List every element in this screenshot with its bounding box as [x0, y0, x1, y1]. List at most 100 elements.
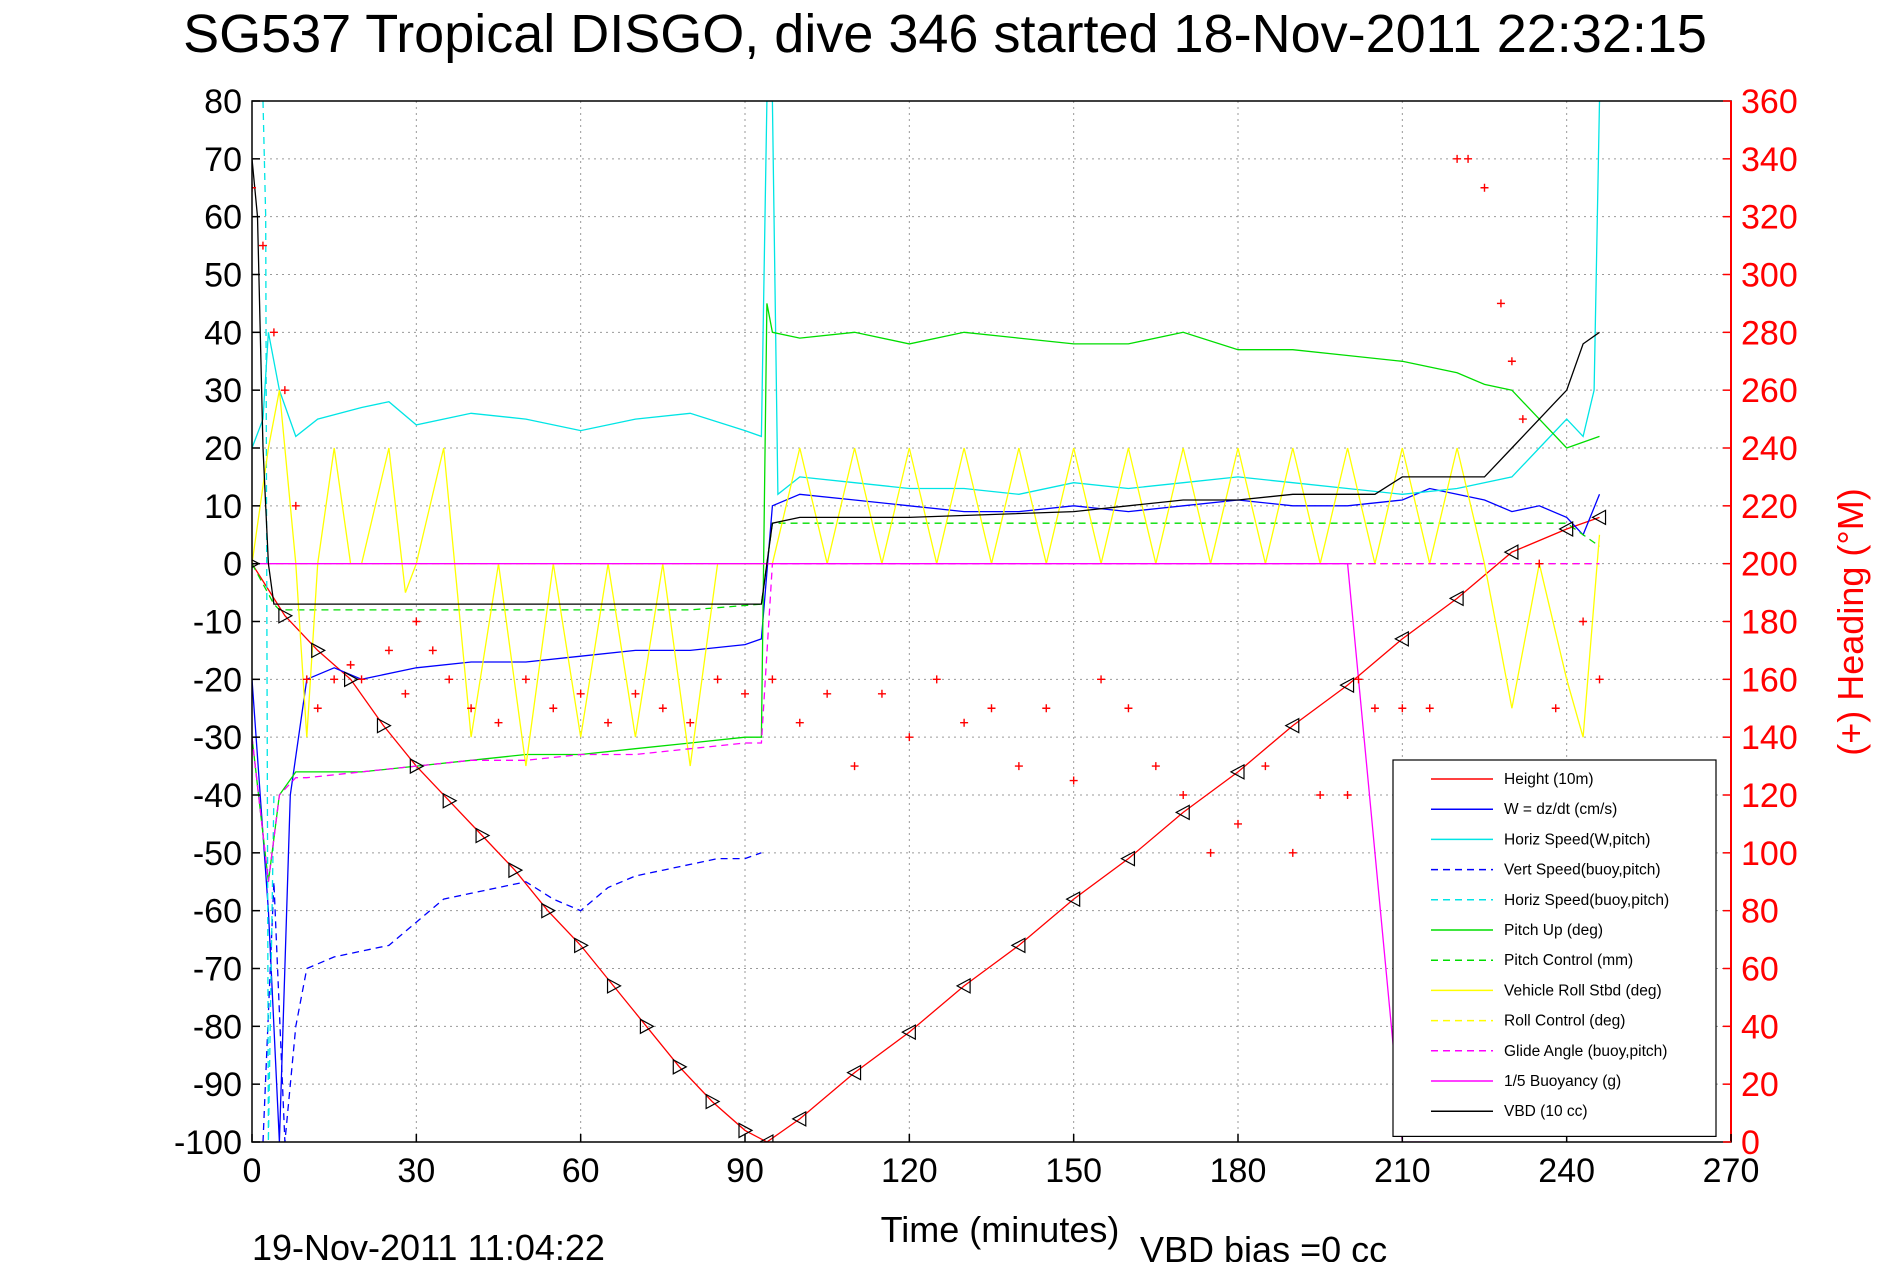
y-tick-label: -80: [193, 1008, 242, 1046]
depth-marker: [1065, 891, 1081, 908]
right-tick-label: 80: [1741, 893, 1779, 931]
depth-marker: [1558, 520, 1574, 537]
x-tick-label: 120: [881, 1152, 938, 1190]
heading-point: [280, 386, 289, 395]
heading-point: [1097, 675, 1106, 684]
depth-marker: [574, 937, 589, 954]
legend-entry: Horiz Speed(W,pitch): [1504, 831, 1650, 848]
heading-point: [1496, 299, 1505, 308]
heading-point: [467, 704, 476, 713]
heading-point: [1234, 819, 1242, 828]
depth-marker: [442, 792, 458, 809]
series-vehicle-roll-stbd-deg: [252, 390, 1601, 767]
depth-marker: [1284, 717, 1300, 734]
depth-marker: [955, 977, 971, 994]
heading-point: [604, 718, 613, 727]
depth-marker: [508, 862, 524, 879]
right-tick-label: 240: [1741, 430, 1798, 468]
heading-point: [1014, 762, 1023, 771]
heading-point: [521, 675, 530, 684]
heading-point: [357, 675, 366, 684]
heading-point: [850, 762, 859, 771]
y-tick-label: 20: [204, 430, 242, 468]
heading-point: [401, 689, 410, 698]
x-tick-label: 90: [726, 1152, 764, 1190]
depth-marker: [606, 977, 622, 994]
heading-point: [1518, 415, 1527, 424]
depth-marker: [475, 827, 491, 844]
heading-point: [1288, 848, 1297, 857]
y-tick-label: -40: [193, 777, 242, 815]
chart-title: SG537 Tropical DISGO, dive 346 started 1…: [183, 4, 1707, 64]
series-pitch-control-mm: [252, 522, 1600, 611]
x-tick-label: 210: [1374, 1152, 1431, 1190]
heading-point: [768, 675, 777, 684]
heading-point: [302, 675, 311, 684]
y-tick-label: 40: [204, 314, 242, 352]
y-tick-label: 80: [204, 83, 242, 121]
heading-point: [1069, 776, 1078, 785]
y-tick-label: 30: [204, 372, 242, 410]
heading-point: [1579, 617, 1588, 626]
legend-entry: W = dz/dt (cm/s): [1504, 801, 1617, 818]
depth-marker: [311, 642, 326, 659]
depth-marker: [758, 1133, 774, 1142]
right-tick-label: 360: [1741, 83, 1798, 121]
x-tick-label: 60: [562, 1152, 600, 1190]
legend-entry: Height (10m): [1504, 771, 1594, 788]
heading-point: [252, 183, 256, 192]
heading-point: [1398, 704, 1407, 713]
right-tick-label: 300: [1741, 257, 1798, 295]
y-tick-label: 10: [204, 488, 242, 526]
series-vbd-10-cc: [252, 158, 1600, 605]
depth-marker: [1339, 677, 1355, 694]
legend-entry: Roll Control (deg): [1504, 1013, 1625, 1030]
heading-point: [1042, 704, 1051, 713]
legend-entry: VBD (10 cc): [1504, 1103, 1588, 1120]
y-tick-label: -20: [193, 661, 242, 699]
right-axis-label: (+) Heading (°M): [1830, 488, 1871, 755]
right-tick-label: 160: [1741, 661, 1798, 699]
heading-point: [1507, 357, 1516, 366]
legend-entry: Glide Angle (buoy,pitch): [1504, 1043, 1667, 1060]
heading-point: [1179, 791, 1188, 799]
heading-point: [258, 241, 267, 250]
right-tick-label: 100: [1741, 835, 1798, 873]
series-horiz-speed-w-pitch: [252, 101, 1601, 496]
legend-entry: 1/5 Buoyancy (g): [1504, 1073, 1621, 1090]
heading-point: [1261, 762, 1270, 771]
heading-point: [445, 675, 454, 684]
depth-marker: [1448, 590, 1464, 607]
legend-entry: Horiz Speed(buoy,pitch): [1504, 892, 1669, 909]
depth-marker: [1010, 937, 1026, 954]
heading-point: [823, 689, 832, 698]
depth-marker: [1120, 850, 1136, 867]
legend-entry: Vehicle Roll Stbd (deg): [1504, 982, 1662, 999]
legend-box: [1392, 759, 1717, 1137]
depth-marker: [344, 671, 359, 688]
heading-point: [1595, 675, 1604, 684]
right-tick-label: 20: [1741, 1066, 1779, 1104]
heading-point: [330, 675, 339, 684]
x-tick-label: 240: [1538, 1152, 1595, 1190]
heading-point: [1480, 183, 1489, 192]
heading-point: [1151, 762, 1160, 771]
series-1-5-buoyancy-g: [252, 563, 1430, 1142]
heading-point: [291, 501, 300, 510]
heading-point: [932, 675, 941, 684]
right-tick-label: 280: [1741, 314, 1798, 352]
depth-marker: [1591, 509, 1607, 526]
depth-marker: [1503, 544, 1519, 561]
legend-entry: Vert Speed(buoy,pitch): [1504, 862, 1661, 879]
x-tick-label: 270: [1703, 1152, 1760, 1190]
heading-point: [987, 704, 996, 713]
heading-point: [686, 718, 695, 727]
heading-point: [658, 704, 667, 713]
depth-marker: [278, 607, 294, 624]
heading-point: [795, 718, 804, 727]
y-tick-label: -60: [193, 893, 242, 931]
right-tick-label: 340: [1741, 141, 1798, 179]
footer-vbd-bias: VBD bias =0 cc: [1140, 1229, 1387, 1262]
x-tick-label: 30: [397, 1152, 435, 1190]
